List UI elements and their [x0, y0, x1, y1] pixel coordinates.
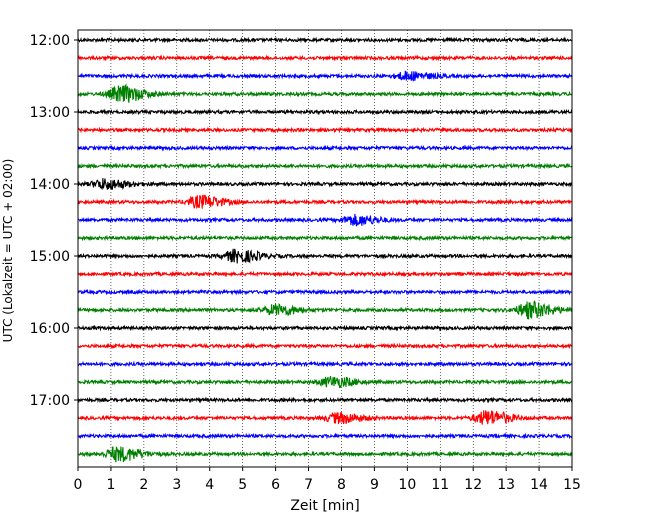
trace-line [77, 396, 573, 404]
x-tick-label: 11 [431, 477, 449, 493]
x-tick-label: 14 [530, 477, 548, 493]
y-tick-label: 12:00 [30, 33, 70, 49]
x-tick-label: 9 [370, 477, 379, 493]
trace-line [77, 178, 573, 191]
y-tick-label: 15:00 [30, 249, 70, 265]
trace-line [77, 300, 573, 320]
trace-line [77, 446, 573, 463]
y-tick-label: 17:00 [30, 393, 70, 409]
trace-line [77, 360, 573, 368]
plot-frame [77, 29, 573, 468]
x-tick-label: 4 [205, 477, 214, 493]
trace-line [77, 288, 573, 296]
y-tick-label: 16:00 [30, 321, 70, 337]
trace-line [77, 234, 573, 242]
x-tick-label: 3 [172, 477, 181, 493]
trace-line [77, 194, 573, 209]
trace-line [77, 108, 573, 116]
trace-line [77, 248, 573, 264]
trace-group [77, 36, 573, 463]
x-tick-label: 5 [238, 477, 247, 493]
x-tick-label: 1 [106, 477, 115, 493]
trace-line [77, 324, 573, 332]
x-tick-label: 10 [398, 477, 416, 493]
trace-line [77, 375, 573, 389]
x-tick-label: 6 [271, 477, 280, 493]
x-tick-label: 2 [139, 477, 148, 493]
x-tick-label: 8 [337, 477, 346, 493]
y-axis-label: UTC (Lokalzeit = UTC + 02:00) [1, 159, 15, 343]
x-axis-label: Zeit [min] [290, 498, 359, 514]
x-tick-label: 15 [563, 477, 581, 493]
trace-line [77, 126, 573, 134]
trace-line [77, 83, 573, 103]
y-tick-label: 14:00 [30, 177, 70, 193]
trace-line [77, 410, 573, 425]
x-tick-label: 12 [464, 477, 482, 493]
x-tick-label: 7 [304, 477, 313, 493]
trace-line [77, 162, 573, 170]
trace-line [77, 270, 573, 278]
grid-lines [110, 30, 540, 467]
trace-line [77, 36, 573, 44]
y-tick-label: 13:00 [30, 105, 70, 121]
x-tick-label: 13 [497, 477, 515, 493]
trace-line [77, 432, 573, 440]
trace-line [77, 213, 573, 227]
trace-line [77, 70, 573, 82]
trace-line [77, 144, 573, 152]
trace-line [77, 54, 573, 62]
x-axis-ticks: 0 1 2 3 4 5 6 7 8 9 10 11 12 13 14 15 [74, 467, 581, 493]
y-axis-ticks: 12:00 13:00 14:00 15:00 16:00 17:00 [30, 33, 78, 409]
x-tick-label: 0 [74, 477, 83, 493]
trace-line [77, 342, 573, 350]
